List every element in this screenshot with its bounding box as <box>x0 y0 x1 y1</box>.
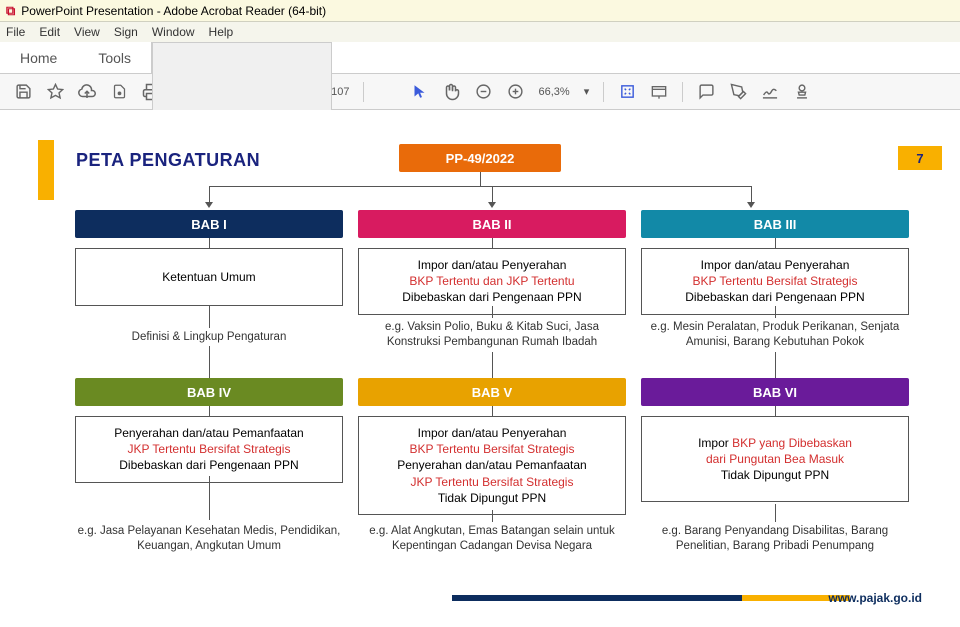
connector-line <box>209 306 210 328</box>
chapter-example-6: e.g. Barang Penyandang Disabilitas, Bara… <box>641 524 909 554</box>
connector-line <box>209 476 210 520</box>
document-viewport[interactable]: PETA PENGATURAN 7 PP-49/2022 BAB I BAB I… <box>0 110 960 627</box>
zoom-in-icon[interactable] <box>506 83 524 101</box>
connector-line <box>492 352 493 378</box>
sign-icon[interactable] <box>761 83 779 101</box>
menu-bar: File Edit View Sign Window Help <box>0 22 960 42</box>
chapter-example-4: e.g. Jasa Pelayanan Kesehatan Medis, Pen… <box>75 524 343 554</box>
pointer-icon[interactable] <box>410 83 428 101</box>
slide-number-badge: 7 <box>898 146 942 170</box>
hand-icon[interactable] <box>442 83 460 101</box>
arrow-down-icon <box>488 202 496 208</box>
menu-view[interactable]: View <box>74 25 100 39</box>
chapter-body-5: Impor dan/atau Penyerahan BKP Tertentu B… <box>358 416 626 515</box>
window-title: PowerPoint Presentation - Adobe Acrobat … <box>21 4 326 18</box>
connector-line <box>751 186 752 202</box>
toolbar-separator <box>603 82 604 102</box>
menu-help[interactable]: Help <box>209 25 234 39</box>
connector-line <box>775 306 776 318</box>
arrow-down-icon <box>747 202 755 208</box>
menu-edit[interactable]: Edit <box>39 25 60 39</box>
connector-line <box>775 238 776 248</box>
chapter-header-2: BAB II <box>358 210 626 238</box>
zoom-out-icon[interactable] <box>474 83 492 101</box>
tab-home[interactable]: Home <box>0 42 78 73</box>
tab-tools[interactable]: Tools <box>78 42 152 73</box>
connector-line <box>775 504 776 522</box>
footer-url: www.pajak.go.id <box>828 591 922 605</box>
connector-line <box>492 186 493 202</box>
connector-line <box>209 238 210 248</box>
menu-window[interactable]: Window <box>152 25 195 39</box>
chapter-header-1: BAB I <box>75 210 343 238</box>
connector-line <box>209 186 210 202</box>
window-titlebar: ⧉ PowerPoint Presentation - Adobe Acroba… <box>0 0 960 22</box>
app-icon: ⧉ <box>6 3 15 19</box>
chapter-body-3: Impor dan/atau Penyerahan BKP Tertentu B… <box>641 248 909 315</box>
chapter-example-3: e.g. Mesin Peralatan, Produk Perikanan, … <box>641 320 909 350</box>
connector-line <box>775 406 776 416</box>
diagram-root: PP-49/2022 <box>399 144 561 172</box>
zoom-dropdown-icon[interactable]: ▾ <box>584 85 590 98</box>
footer-accent-bar <box>452 595 742 601</box>
comment-icon[interactable] <box>697 83 715 101</box>
menu-file[interactable]: File <box>6 25 25 39</box>
connector-line <box>209 346 210 378</box>
chapter-body-2: Impor dan/atau Penyerahan BKP Tertentu d… <box>358 248 626 315</box>
arrow-down-icon <box>205 202 213 208</box>
fit-page-icon[interactable] <box>618 83 636 101</box>
connector-line <box>492 406 493 416</box>
chapter-body-4: Penyerahan dan/atau Pemanfaatan JKP Tert… <box>75 416 343 483</box>
menu-sign[interactable]: Sign <box>114 25 138 39</box>
connector-line <box>209 186 752 187</box>
connector-line <box>209 406 210 416</box>
chapter-example-2: e.g. Vaksin Polio, Buku & Kitab Suci, Ja… <box>358 320 626 350</box>
highlight-icon[interactable] <box>729 83 747 101</box>
star-icon[interactable] <box>46 83 64 101</box>
chapter-example-5: e.g. Alat Angkutan, Emas Batangan selain… <box>358 524 626 554</box>
toolbar-separator <box>363 82 364 102</box>
chapter-header-6: BAB VI <box>641 378 909 406</box>
connector-line <box>480 172 481 186</box>
chapter-body-6: Impor BKP yang Dibebaskan dari Pungutan … <box>641 416 909 502</box>
chapter-header-5: BAB V <box>358 378 626 406</box>
chapter-example-1: Definisi & Lingkup Pengaturan <box>75 330 343 345</box>
connector-line <box>775 352 776 378</box>
accent-bar <box>38 140 54 200</box>
tab-bar: Home Tools PowerPoint Present... × <box>0 42 960 74</box>
connector-line <box>492 238 493 248</box>
connector-line <box>492 306 493 318</box>
toolbar-separator <box>682 82 683 102</box>
slide-page: PETA PENGATURAN 7 PP-49/2022 BAB I BAB I… <box>0 110 960 627</box>
connector-line <box>492 510 493 522</box>
cloud-upload-icon[interactable] <box>78 83 96 101</box>
file-lock-icon[interactable] <box>110 83 128 101</box>
toolbar: / 107 66,3% ▾ <box>0 74 960 110</box>
stamp-icon[interactable] <box>793 83 811 101</box>
save-icon[interactable] <box>14 83 32 101</box>
read-mode-icon[interactable] <box>650 83 668 101</box>
chapter-header-4: BAB IV <box>75 378 343 406</box>
zoom-value: 66,3% <box>538 86 569 98</box>
page-title: PETA PENGATURAN <box>76 150 260 171</box>
chapter-header-3: BAB III <box>641 210 909 238</box>
chapter-body-1: Ketentuan Umum <box>75 248 343 306</box>
